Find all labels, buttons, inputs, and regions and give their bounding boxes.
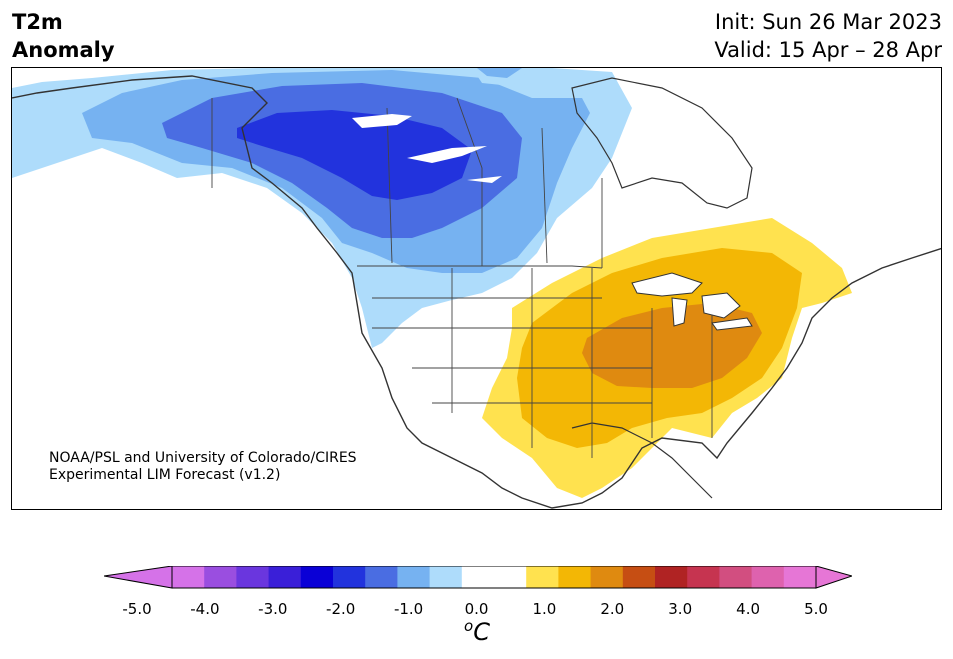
forecast-credit: NOAA/PSL and University of Colorado/CIRE… bbox=[49, 450, 357, 484]
colorbar-cell bbox=[590, 566, 624, 588]
valid-dates: Valid: 15 Apr – 28 Apr bbox=[714, 38, 942, 62]
colorbar-tick-label: 0.0 bbox=[464, 600, 489, 618]
map-title: T2m Anomaly bbox=[12, 8, 115, 64]
colorbar-cell bbox=[622, 566, 656, 588]
colorbar-cell bbox=[526, 566, 559, 588]
colorbar-tick-label: 1.0 bbox=[532, 600, 557, 618]
colorbar-cell bbox=[655, 566, 688, 588]
init-date: Init: Sun 26 Mar 2023 bbox=[714, 10, 942, 34]
unit-superscript: o bbox=[464, 617, 474, 635]
unit-base: C bbox=[473, 618, 490, 646]
colorbar-cell bbox=[687, 566, 720, 588]
colorbar-tick-label: 4.0 bbox=[736, 600, 761, 618]
colorbar bbox=[104, 566, 852, 589]
colorbar-cell bbox=[719, 566, 753, 588]
colorbar-cell bbox=[268, 566, 302, 588]
colorbar-tick-label: -4.0 bbox=[190, 600, 220, 618]
colorbar-cell bbox=[172, 566, 205, 588]
colorbar-cell bbox=[429, 566, 463, 588]
credit-line-1: NOAA/PSL and University of Colorado/CIRE… bbox=[49, 450, 357, 466]
colorbar-unit: oC bbox=[464, 617, 490, 646]
colorbar-border bbox=[171, 566, 817, 589]
colorbar-cell bbox=[333, 566, 366, 588]
colorbar-tick-label: 5.0 bbox=[804, 600, 828, 618]
colorbar-cell bbox=[397, 566, 431, 588]
colorbar-cell bbox=[558, 566, 592, 588]
title-line-2: Anomaly bbox=[12, 38, 115, 62]
colorbar-tick-label: -5.0 bbox=[122, 600, 152, 618]
colorbar-tick-label: -1.0 bbox=[393, 600, 424, 618]
title-line-1: T2m bbox=[12, 10, 63, 34]
political-borders bbox=[211, 97, 713, 458]
anomaly-map bbox=[12, 68, 941, 509]
forecast-dates: Init: Sun 26 Mar 2023 Valid: 15 Apr – 28… bbox=[714, 8, 942, 64]
coastline bbox=[12, 75, 941, 509]
colorbar-cell bbox=[783, 566, 817, 588]
colorbar-cell bbox=[494, 566, 527, 588]
colorbar-max-extension bbox=[815, 566, 852, 589]
arctic-islands bbox=[352, 114, 502, 183]
hudson-bay bbox=[571, 77, 753, 209]
colorbar-cell bbox=[751, 566, 785, 588]
colorbar-tick-label: -3.0 bbox=[258, 600, 288, 618]
colorbar-cell bbox=[365, 566, 398, 588]
great-lakes bbox=[631, 272, 753, 331]
anomaly-cold-4 bbox=[237, 110, 472, 200]
colorbar-min-extension bbox=[104, 566, 173, 589]
anomaly-cold-6 bbox=[477, 68, 522, 78]
colorbar-cell bbox=[204, 566, 237, 588]
map-panel bbox=[11, 67, 942, 510]
colorbar-tick-label: 3.0 bbox=[668, 600, 693, 618]
colorbar-cell bbox=[300, 566, 334, 588]
credit-line-2: Experimental LIM Forecast (v1.2) bbox=[49, 467, 281, 483]
colorbar-cell bbox=[461, 566, 495, 588]
colorbar-cell bbox=[236, 566, 270, 588]
colorbar-tick-label: -2.0 bbox=[326, 600, 356, 618]
colorbar-tick-label: 2.0 bbox=[600, 600, 625, 618]
